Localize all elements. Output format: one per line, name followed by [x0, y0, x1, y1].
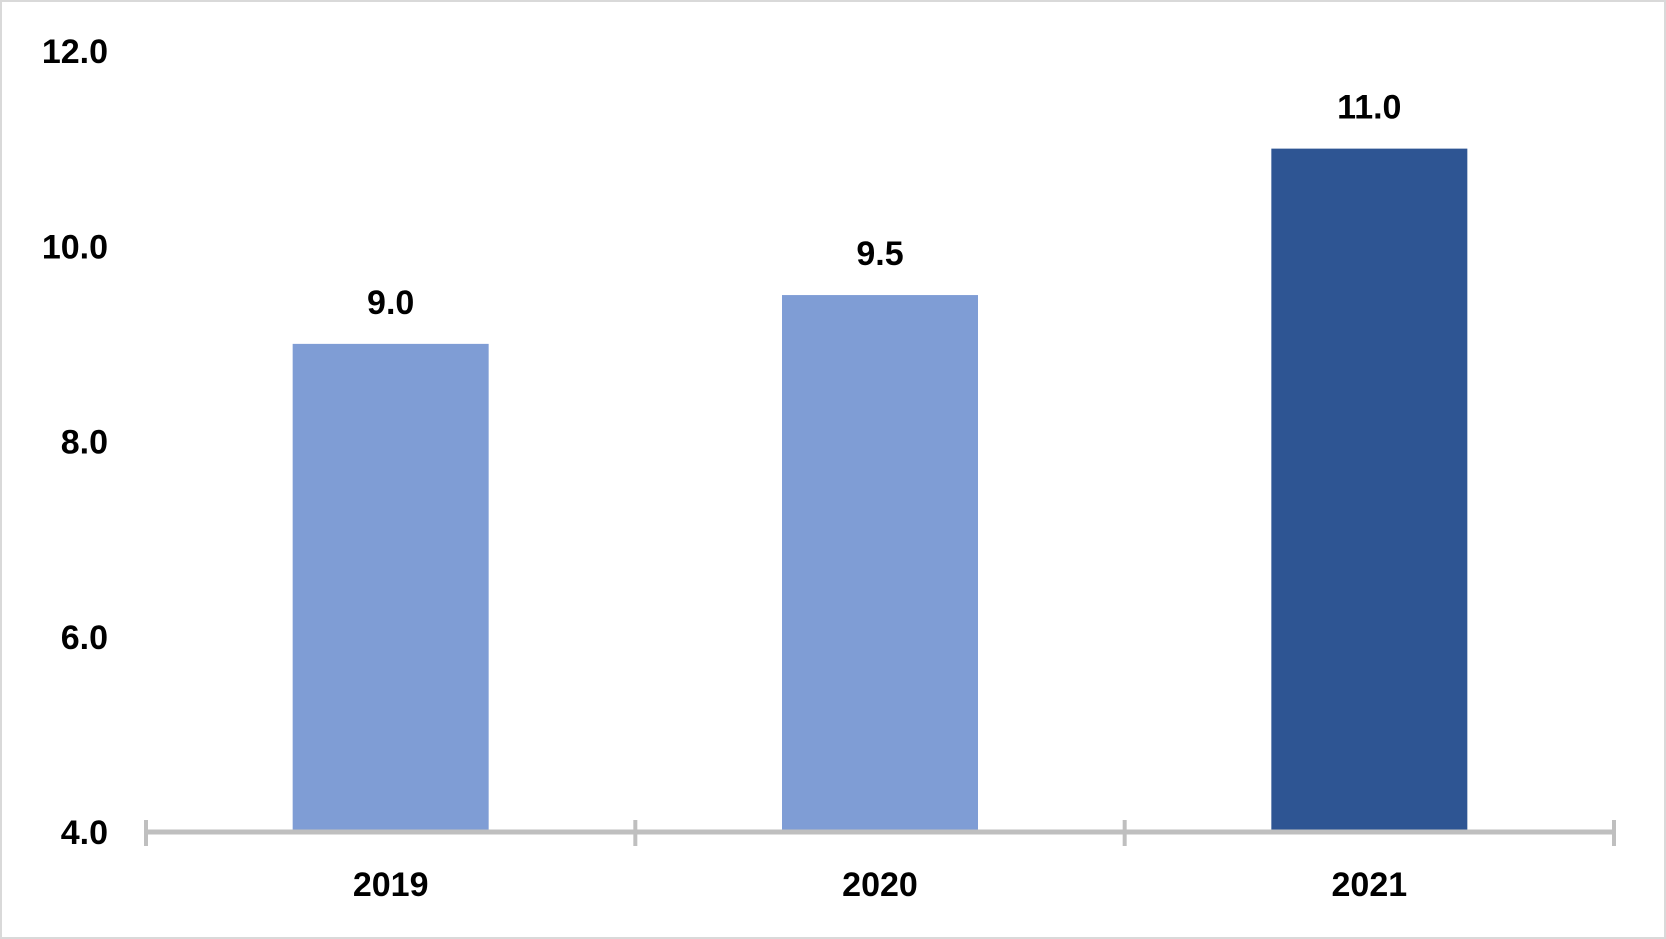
- y-tick-label: 6.0: [61, 619, 108, 657]
- data-label: 9.0: [367, 284, 414, 322]
- y-tick-label: 10.0: [42, 228, 108, 266]
- x-tick-label: 2021: [1332, 866, 1408, 904]
- bar-2019: [292, 343, 489, 832]
- y-tick-label: 8.0: [61, 424, 108, 462]
- bar-2020: [782, 295, 978, 832]
- y-tick-label: 12.0: [42, 33, 108, 71]
- bar-2021: [1271, 148, 1468, 832]
- x-axis-labels: 2019 2020 2021: [353, 866, 1407, 904]
- data-labels: 9.0 9.5 11.0: [367, 89, 1401, 322]
- data-label: 11.0: [1337, 89, 1401, 127]
- data-label: 9.5: [856, 235, 903, 273]
- y-tick-label: 4.0: [61, 814, 108, 852]
- x-tick-label: 2019: [353, 866, 429, 904]
- y-axis-ticks: 4.0 6.0 8.0 10.0 12.0: [42, 33, 108, 852]
- x-axis: [144, 820, 1616, 846]
- bars: [292, 148, 1468, 832]
- x-tick-label: 2020: [842, 866, 918, 904]
